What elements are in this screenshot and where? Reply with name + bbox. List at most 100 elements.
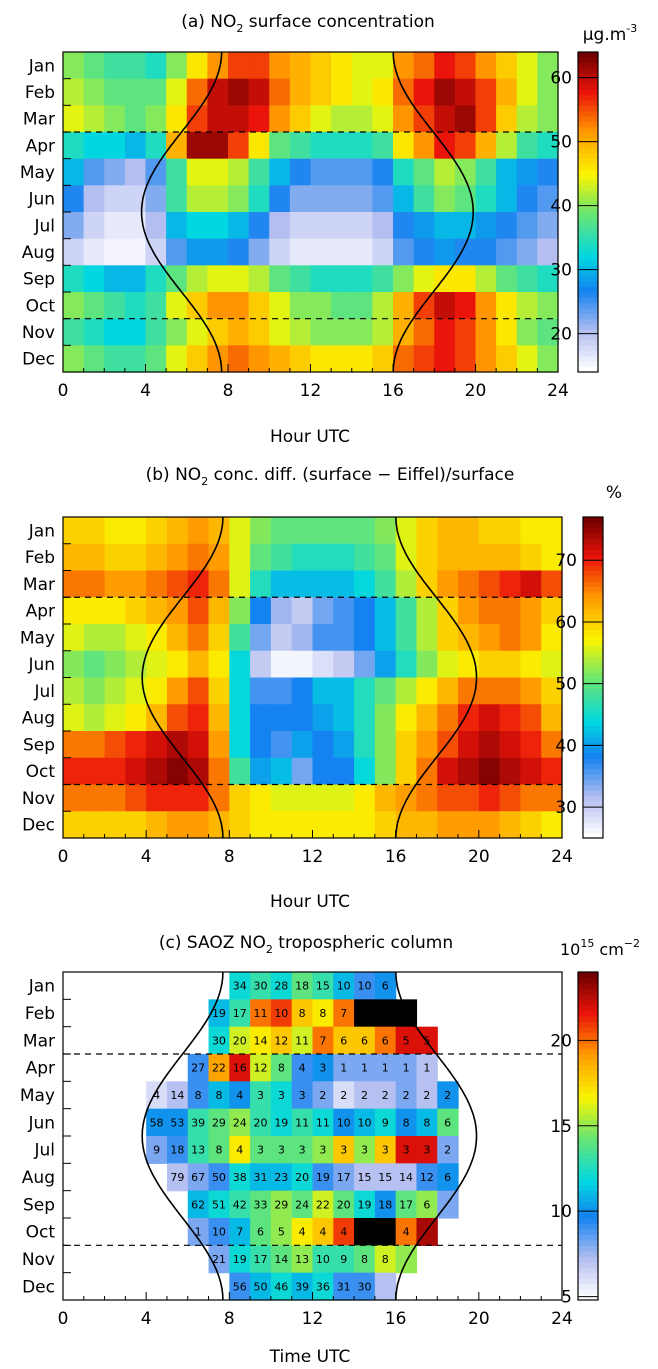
- heatmap-cell: [83, 570, 106, 598]
- heatmap-cell: [187, 731, 210, 759]
- colorbar-swatch: [578, 1097, 598, 1104]
- heatmap-cell: [187, 1108, 210, 1137]
- heatmap-cell: [187, 650, 210, 679]
- heatmap-cell: [333, 1081, 355, 1110]
- cell-count-label: 19: [233, 1253, 247, 1266]
- heatmap-cell: [437, 811, 459, 839]
- heatmap-cell: [520, 570, 542, 598]
- cell-count-label: 4: [319, 1226, 326, 1239]
- heatmap-cell: [454, 292, 477, 320]
- heatmap-cell: [63, 517, 85, 545]
- heatmap-cell: [416, 650, 438, 679]
- x-tick-label: 24: [547, 381, 569, 401]
- heatmap-cell: [395, 677, 418, 705]
- heatmap-cell: [312, 1245, 334, 1274]
- heatmap-cell: [208, 811, 230, 839]
- heatmap-cell: [520, 650, 542, 679]
- colorbar-swatch: [578, 201, 598, 208]
- heatmap-cell: [104, 650, 126, 679]
- month-label: Sep: [23, 1195, 55, 1215]
- colorbar-swatch: [583, 704, 603, 711]
- heatmap-cell: [208, 597, 230, 625]
- heatmap-cell: [83, 597, 106, 625]
- heatmap-cell: [270, 1245, 293, 1274]
- colorbar-swatch: [578, 222, 598, 229]
- heatmap-cell: [248, 292, 270, 320]
- cell-count-label: 30: [357, 1280, 371, 1293]
- heatmap-cell: [372, 78, 394, 106]
- heatmap-cell: [291, 1136, 314, 1164]
- heatmap-cell: [331, 105, 353, 133]
- colorbar-swatch: [583, 613, 603, 620]
- colorbar-tick-label: 5: [561, 1288, 572, 1308]
- heatmap-cell: [537, 265, 559, 293]
- colorbar-swatch: [578, 233, 598, 240]
- colorbar-swatch: [578, 126, 598, 133]
- colorbar-swatch: [578, 350, 598, 357]
- heatmap-cell: [416, 1136, 438, 1164]
- heatmap-cell: [104, 704, 126, 732]
- colorbar-swatch: [578, 238, 598, 245]
- heatmap-cell: [351, 212, 373, 240]
- heatmap-cell: [516, 132, 538, 160]
- heatmap-cell: [270, 1108, 293, 1137]
- heatmap-cell: [478, 811, 501, 839]
- colorbar-swatch: [578, 1059, 598, 1066]
- heatmap-cell: [269, 318, 291, 346]
- heatmap-cell: [186, 132, 208, 160]
- heatmap-cell: [354, 517, 376, 545]
- cell-count-label: 2: [319, 1089, 326, 1102]
- heatmap-cell: [351, 238, 373, 266]
- colorbar-frame: [582, 516, 604, 839]
- heatmap-cell: [395, 624, 418, 652]
- cell-count-label: 46: [274, 1280, 288, 1293]
- heatmap-cell: [289, 132, 312, 160]
- heatmap-cell: [125, 543, 147, 572]
- heatmap-cell: [104, 238, 126, 266]
- heatmap-cell: [166, 1136, 189, 1164]
- heatmap-cell: [478, 650, 501, 679]
- cell-count-label: 1: [382, 1062, 389, 1075]
- heatmap-cell: [310, 345, 332, 373]
- colorbar-tick-label: 50: [550, 133, 572, 153]
- cell-count-label: 1: [340, 1062, 347, 1075]
- colorbar-swatch: [578, 180, 598, 186]
- x-tick-label: 24: [551, 1309, 573, 1329]
- heatmap-cell: [374, 1272, 397, 1301]
- heatmap-cell: [416, 543, 438, 572]
- heatmap-cell: [166, 265, 188, 293]
- heatmap-cell: [374, 1163, 397, 1192]
- heatmap-cell: [83, 185, 105, 213]
- heatmap-cell: [208, 1163, 230, 1192]
- heatmap-cell: [248, 185, 270, 213]
- panel-b-axes: 0 4 8 12 16 20 24 Jan Feb Mar Apr May Jun Jul Aug Sep Oc…: [20, 516, 573, 867]
- cell-count-label: 27: [191, 1062, 205, 1075]
- heatmap-cell: [354, 731, 376, 759]
- heatmap-cell: [351, 158, 373, 186]
- heatmap-cell: [496, 345, 518, 373]
- heatmap-cell: [166, 318, 188, 346]
- heatmap-cell: [331, 52, 353, 80]
- colorbar-swatch: [578, 1026, 598, 1033]
- heatmap-cell: [250, 650, 272, 679]
- heatmap-cell: [270, 1272, 293, 1301]
- heatmap-cell: [83, 731, 106, 759]
- heatmap-cell: [166, 570, 189, 598]
- heatmap-cell: [291, 517, 314, 545]
- heatmap-cell: [372, 105, 394, 133]
- heatmap-cell: [166, 158, 188, 186]
- heatmap-cell: [541, 543, 563, 572]
- heatmap-cell: [269, 78, 291, 106]
- colorbar-swatch: [578, 190, 598, 197]
- heatmap-cell: [146, 704, 168, 732]
- heatmap-cell: [229, 543, 251, 572]
- heatmap-cell: [393, 52, 415, 80]
- heatmap-cell: [145, 78, 167, 106]
- heatmap-cell: [496, 52, 518, 80]
- colorbar-swatch: [578, 345, 598, 352]
- heatmap-cell: [395, 731, 418, 759]
- heatmap-cell: [270, 1054, 293, 1082]
- heatmap-cell: [458, 811, 480, 839]
- colorbar-swatch: [578, 1141, 598, 1148]
- heatmap-cell: [354, 1108, 376, 1137]
